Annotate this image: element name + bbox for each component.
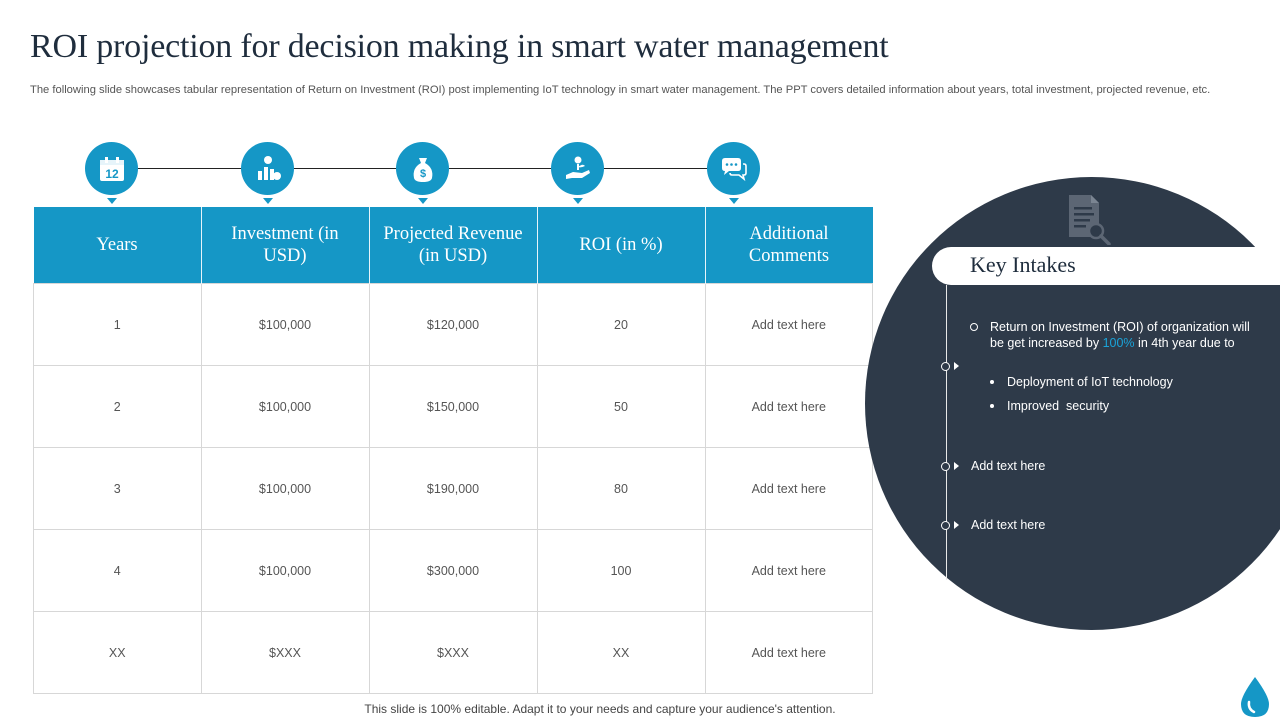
roi-table: Years Investment (in USD) Projected Reve… bbox=[33, 207, 873, 694]
table-row: 3 $100,000 $190,000 80 Add text here bbox=[33, 447, 873, 530]
cell-year: 2 bbox=[33, 365, 202, 448]
bullet-icon bbox=[990, 403, 994, 408]
roi-hand-icon bbox=[551, 142, 604, 195]
header-years: Years bbox=[33, 207, 202, 284]
water-drop-icon bbox=[1241, 677, 1269, 717]
cell-year: 3 bbox=[33, 447, 202, 530]
cell-comment: Add text here bbox=[704, 611, 873, 694]
table-row: 2 $100,000 $150,000 50 Add text here bbox=[33, 365, 873, 448]
key-intake-point: Return on Investment (ROI) of organizati… bbox=[990, 319, 1252, 351]
arrow-right-icon bbox=[954, 462, 959, 470]
arrow-right-icon bbox=[954, 521, 959, 529]
page-subtitle: The following slide showcases tabular re… bbox=[30, 84, 1211, 96]
cell-revenue: $120,000 bbox=[368, 283, 538, 366]
cell-roi: 50 bbox=[536, 365, 706, 448]
table-header-row: Years Investment (in USD) Projected Reve… bbox=[33, 207, 873, 284]
calendar-icon: 12 bbox=[85, 142, 138, 195]
header-additional-comments: Additional Comments bbox=[705, 207, 873, 284]
key-intakes-timeline bbox=[946, 285, 947, 580]
cell-comment: Add text here bbox=[704, 365, 873, 448]
page-title: ROI projection for decision making in sm… bbox=[30, 28, 889, 65]
footer-note: This slide is 100% editable. Adapt it to… bbox=[364, 702, 836, 716]
cell-roi: 80 bbox=[536, 447, 706, 530]
point-highlight: 100% bbox=[1102, 336, 1135, 350]
sub-point: Improved security bbox=[990, 399, 1109, 413]
cell-year: XX bbox=[33, 611, 202, 694]
comments-icon bbox=[707, 142, 760, 195]
cell-investment: $100,000 bbox=[200, 447, 370, 530]
cell-comment: Add text here bbox=[704, 447, 873, 530]
key-intakes-title: Key Intakes bbox=[970, 252, 1076, 277]
point-prefix: Return on Investment (ROI) of organizati… bbox=[990, 320, 1250, 350]
sub-point: Deployment of IoT technology bbox=[990, 375, 1173, 389]
cell-comment: Add text here bbox=[704, 529, 873, 612]
arrow-right-icon bbox=[954, 362, 959, 370]
cell-year: 1 bbox=[33, 283, 202, 366]
table-row: XX $XXX $XXX XX Add text here bbox=[33, 611, 873, 694]
cell-investment: $100,000 bbox=[200, 529, 370, 612]
document-search-icon bbox=[1069, 195, 1111, 245]
cell-year: 4 bbox=[33, 529, 202, 612]
cell-comment: Add text here bbox=[704, 283, 873, 366]
sub-point-label: Deployment of IoT technology bbox=[1007, 375, 1173, 389]
key-intakes-title-pill bbox=[932, 247, 1280, 285]
cell-revenue: $XXX bbox=[368, 611, 538, 694]
cell-investment: $100,000 bbox=[200, 283, 370, 366]
investment-icon bbox=[241, 142, 294, 195]
header-investment: Investment (in USD) bbox=[201, 207, 370, 284]
key-intake-extra-1: Add text here bbox=[971, 459, 1046, 473]
bullet-icon bbox=[990, 379, 994, 384]
table-row: 1 $100,000 $120,000 20 Add text here bbox=[33, 283, 873, 366]
header-projected-revenue: Projected Revenue (in USD) bbox=[369, 207, 538, 284]
money-bag-icon: $ bbox=[396, 142, 449, 195]
hollow-bullet-icon bbox=[970, 323, 978, 331]
cell-roi: 100 bbox=[536, 529, 706, 612]
cell-investment: $XXX bbox=[200, 611, 370, 694]
svg-text:$: $ bbox=[419, 168, 425, 180]
timeline-node bbox=[941, 521, 950, 530]
header-roi: ROI (in %) bbox=[537, 207, 706, 284]
key-intake-extra-2: Add text here bbox=[971, 518, 1046, 532]
cell-roi: XX bbox=[536, 611, 706, 694]
timeline-node bbox=[941, 362, 950, 371]
cell-roi: 20 bbox=[536, 283, 706, 366]
svg-text:12: 12 bbox=[105, 167, 119, 181]
cell-investment: $100,000 bbox=[200, 365, 370, 448]
timeline-node bbox=[941, 462, 950, 471]
point-suffix: in 4th year due to bbox=[1134, 336, 1235, 350]
cell-revenue: $150,000 bbox=[368, 365, 538, 448]
cell-revenue: $190,000 bbox=[368, 447, 538, 530]
cell-revenue: $300,000 bbox=[368, 529, 538, 612]
sub-point-label: Improved security bbox=[1007, 399, 1110, 413]
table-row: 4 $100,000 $300,000 100 Add text here bbox=[33, 529, 873, 612]
